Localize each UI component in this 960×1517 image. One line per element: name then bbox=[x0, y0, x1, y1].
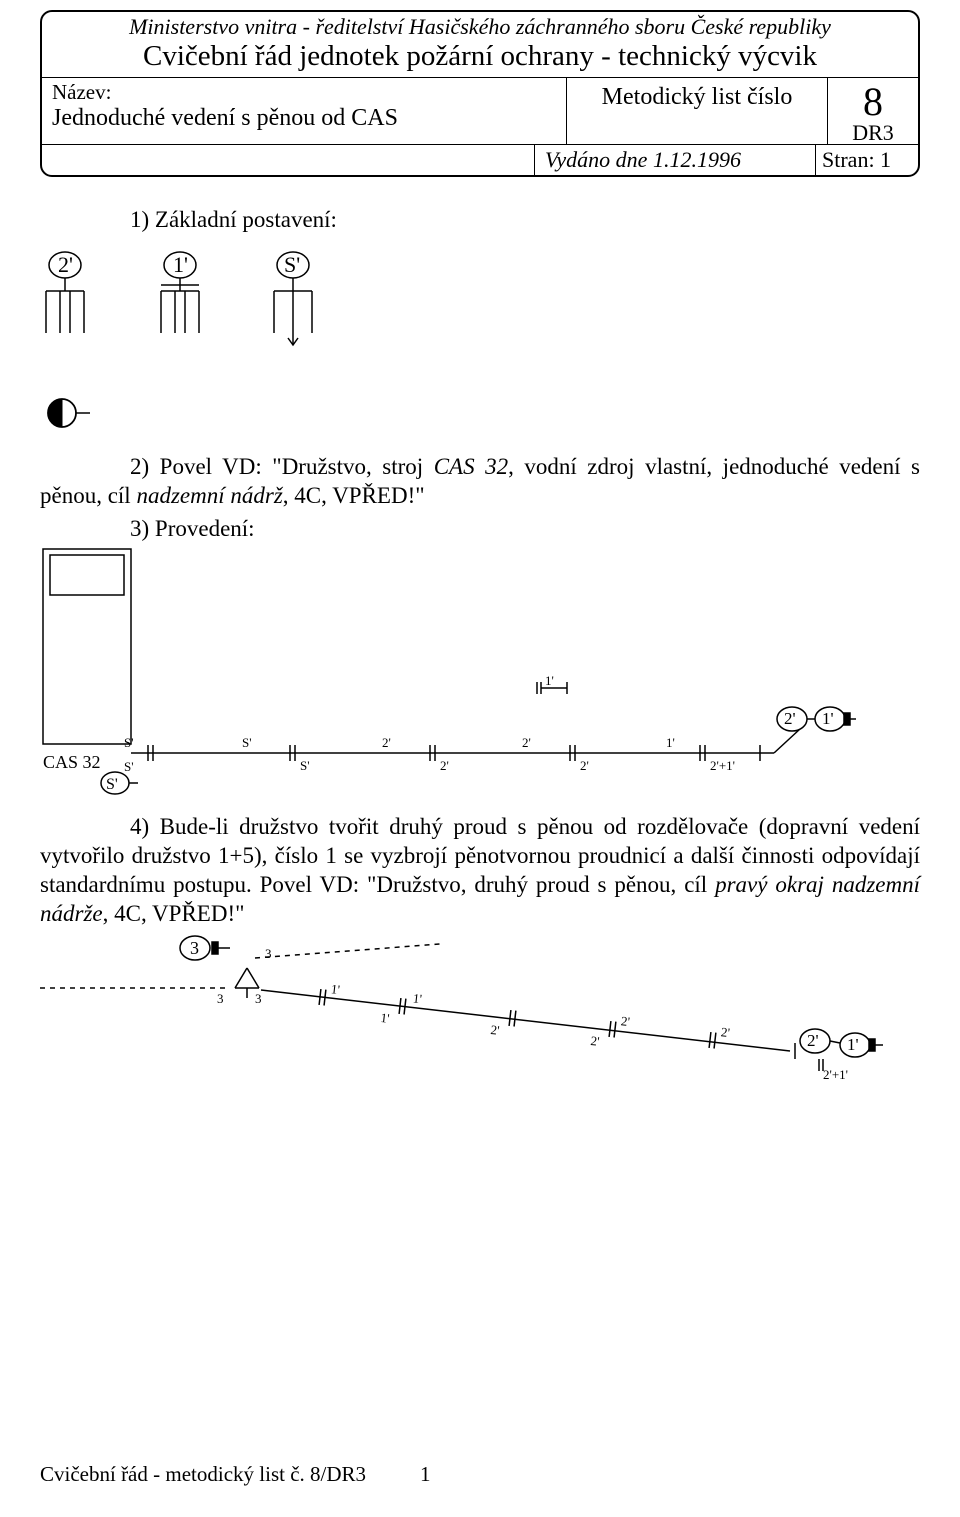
svg-text:1': 1' bbox=[330, 981, 340, 997]
svg-text:1': 1' bbox=[847, 1035, 859, 1054]
svg-text:S': S' bbox=[242, 735, 252, 750]
diagram-1: 2' 1' S' bbox=[40, 243, 920, 443]
svg-text:2': 2' bbox=[490, 1022, 500, 1038]
header-pages: Stran: 1 bbox=[816, 145, 918, 175]
svg-text:1': 1' bbox=[173, 252, 188, 277]
svg-text:2': 2' bbox=[440, 758, 449, 773]
diagram-3: 3 3 3 3 1' bbox=[40, 928, 920, 1098]
svg-text:2'+1': 2'+1' bbox=[823, 1067, 848, 1082]
header-title: Cvičební řád jednotek požární ochrany - … bbox=[42, 40, 918, 78]
svg-text:3: 3 bbox=[255, 991, 262, 1006]
header-row-name: Název: Jednoduché vedení s pěnou od CAS … bbox=[42, 78, 918, 145]
svg-text:2': 2' bbox=[620, 1013, 630, 1029]
svg-text:S': S' bbox=[106, 776, 118, 793]
header-box: Ministerstvo vnitra - ředitelství Hasičs… bbox=[40, 10, 920, 177]
svg-text:1': 1' bbox=[380, 1010, 390, 1026]
header-number: 8 DR3 bbox=[828, 78, 918, 144]
svg-text:1': 1' bbox=[822, 709, 834, 728]
cas-label: CAS 32 bbox=[43, 752, 101, 772]
svg-text:2': 2' bbox=[382, 735, 391, 750]
section3-heading: 3) Provedení: bbox=[40, 515, 920, 544]
svg-text:3: 3 bbox=[190, 938, 199, 958]
footer-text: Cvičební řád - metodický list č. 8/DR3 bbox=[40, 1462, 366, 1487]
header-row-date: Vydáno dne 1.12.1996 Stran: 1 bbox=[42, 145, 918, 175]
svg-text:3: 3 bbox=[265, 946, 272, 961]
header-date: Vydáno dne 1.12.1996 bbox=[534, 145, 816, 175]
section4-text: 4) Bude-li družstvo tvořit druhý proud s… bbox=[40, 813, 920, 928]
svg-text:2': 2' bbox=[784, 709, 796, 728]
svg-text:2': 2' bbox=[720, 1024, 730, 1040]
header-ministry: Ministerstvo vnitra - ředitelství Hasičs… bbox=[42, 12, 918, 40]
svg-text:1': 1' bbox=[666, 735, 675, 750]
page: Ministerstvo vnitra - ředitelství Hasičs… bbox=[0, 0, 960, 1517]
footer-page: 1 bbox=[420, 1462, 431, 1487]
svg-text:1': 1' bbox=[412, 991, 422, 1007]
diagram-2: CAS 32 1' S' S' S' bbox=[40, 543, 920, 803]
svg-text:2'+1': 2'+1' bbox=[710, 758, 735, 773]
header-name-label: Název: bbox=[52, 80, 556, 105]
header-metlist-label: Metodický list číslo bbox=[566, 78, 828, 144]
header-code: DR3 bbox=[828, 122, 918, 144]
svg-text:2': 2' bbox=[590, 1033, 600, 1049]
svg-text:S': S' bbox=[284, 252, 300, 277]
section1-heading: 1) Základní postavení: bbox=[130, 207, 920, 233]
svg-text:2': 2' bbox=[58, 252, 73, 277]
svg-text:2': 2' bbox=[580, 758, 589, 773]
svg-text:2': 2' bbox=[522, 735, 531, 750]
svg-text:S': S' bbox=[300, 758, 310, 773]
svg-text:1': 1' bbox=[545, 673, 554, 688]
section2-text: 2) Povel VD: "Družstvo, stroj CAS 32, vo… bbox=[40, 453, 920, 511]
header-name: Název: Jednoduché vedení s pěnou od CAS bbox=[42, 78, 566, 144]
svg-text:2': 2' bbox=[807, 1031, 819, 1050]
svg-text:3: 3 bbox=[217, 991, 224, 1006]
svg-text:S': S' bbox=[124, 735, 134, 750]
svg-text:S': S' bbox=[124, 759, 134, 774]
header-name-value: Jednoduché vedení s pěnou od CAS bbox=[52, 105, 556, 132]
